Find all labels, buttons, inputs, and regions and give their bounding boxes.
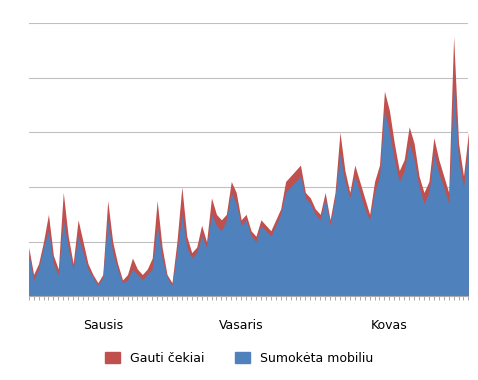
Text: Kovas: Kovas: [371, 319, 408, 332]
Text: Vasaris: Vasaris: [219, 319, 263, 332]
Text: Sausis: Sausis: [83, 319, 123, 332]
Legend: Gauti čekiai, Sumokėta mobiliu: Gauti čekiai, Sumokėta mobiliu: [99, 347, 379, 370]
